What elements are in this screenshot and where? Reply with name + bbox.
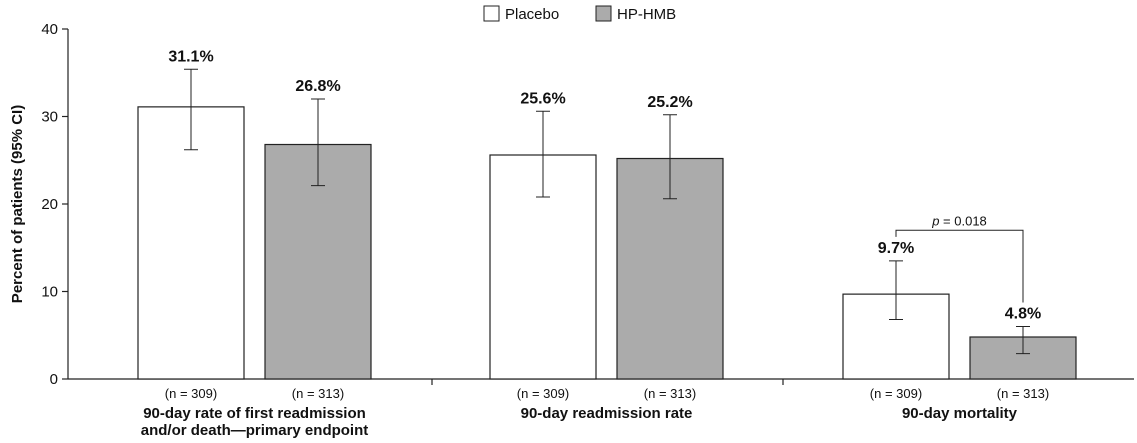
n-label: (n = 309) xyxy=(870,386,922,401)
data-label: 26.8% xyxy=(295,78,340,95)
significance-bracket xyxy=(895,229,1024,303)
bar xyxy=(137,106,245,380)
y-tick-label: 40 xyxy=(41,21,58,38)
p-value: = 0.018 xyxy=(939,213,986,228)
y-axis-label: Percent of patients (95% CI) xyxy=(9,105,26,303)
data-label: 31.1% xyxy=(168,48,213,65)
legend-label: Placebo xyxy=(505,6,559,23)
legend-swatch xyxy=(595,5,612,22)
data-label: 9.7% xyxy=(878,240,914,257)
category-label-line: and/or death—primary endpoint xyxy=(141,422,369,439)
p-symbol: p xyxy=(931,213,939,228)
n-label: (n = 313) xyxy=(997,386,1049,401)
category-label: 90-day readmission rate xyxy=(521,405,693,422)
bars-layer xyxy=(137,68,1077,380)
category-label-line: 90-day mortality xyxy=(902,405,1018,422)
n-label: (n = 313) xyxy=(644,386,696,401)
y-tick-label: 30 xyxy=(41,109,58,126)
category-label: 90-day mortality xyxy=(902,405,1018,422)
legend-swatch xyxy=(483,5,500,22)
legend-label: HP-HMB xyxy=(617,6,676,23)
legend: Placebo HP-HMB xyxy=(483,5,676,23)
category-label: 90-day rate of first readmission and/or d… xyxy=(141,405,369,439)
labels-layer: 31.1% (n = 309) 25.6% (n = 309) 9.7% (n = 309… xyxy=(141,48,1049,439)
data-label: 4.8% xyxy=(1005,306,1041,323)
category-label-line: 90-day readmission rate xyxy=(521,405,693,422)
axes: 0 10 20 30 40 Percent of patients (95% CI) xyxy=(9,21,1134,388)
y-tick-label: 20 xyxy=(41,196,58,213)
data-label: 25.2% xyxy=(647,94,692,111)
n-label: (n = 313) xyxy=(292,386,344,401)
data-label: 25.6% xyxy=(520,90,565,107)
category-label-line: 90-day rate of first readmission xyxy=(143,405,366,422)
y-tick-label: 10 xyxy=(41,284,58,301)
n-label: (n = 309) xyxy=(165,386,217,401)
y-tick-label: 0 xyxy=(50,371,58,388)
p-value-label: p = 0.018 xyxy=(931,213,987,228)
n-label: (n = 309) xyxy=(517,386,569,401)
